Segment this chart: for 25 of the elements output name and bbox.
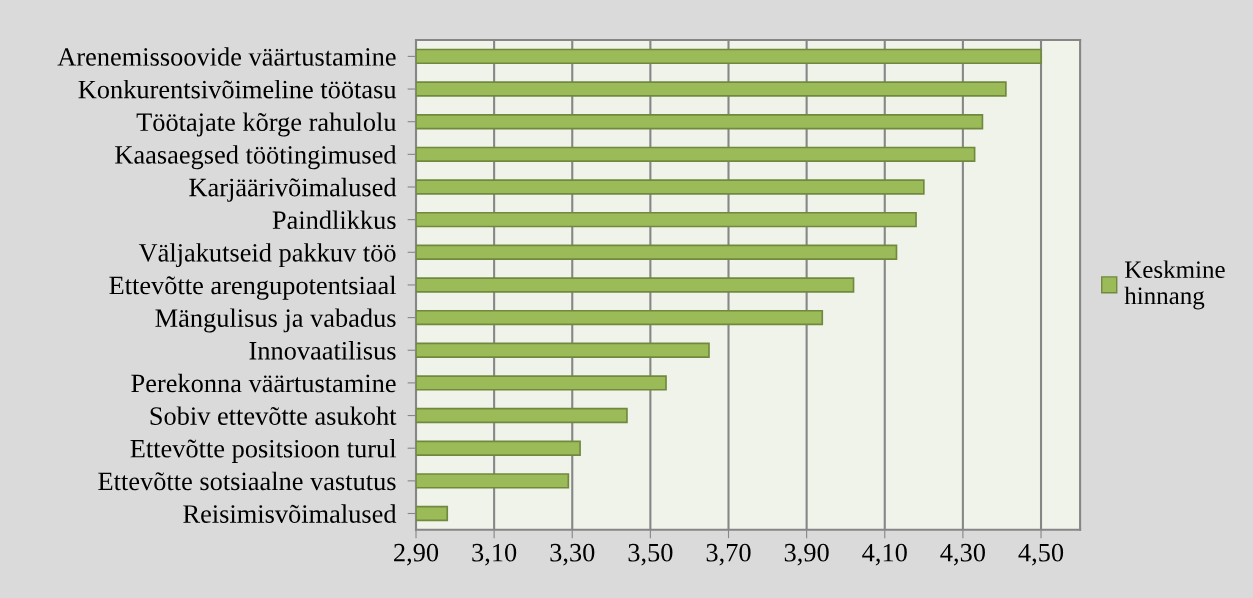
x-tick-label: 4,10: [862, 543, 907, 566]
x-tick-label: 4,30: [940, 543, 985, 566]
x-tick-label: 2,90: [394, 543, 439, 566]
x-tick-label: 3,70: [706, 543, 751, 566]
x-tick-label: 3,50: [628, 543, 673, 566]
y-tick-label: Konkurentsivõimeline töötasu: [78, 79, 397, 99]
y-tick-label: Arenemissoovide väärtustamine: [57, 47, 396, 66]
x-tick-label: 3,90: [784, 543, 829, 566]
x-tick-label: 3,30: [550, 543, 595, 566]
y-tick-label: Sobiv ettevõtte asukoht: [150, 406, 397, 425]
x-tick-label: 4,50: [1018, 543, 1064, 566]
y-tick-label: Mängulisus ja vabadus: [155, 308, 396, 333]
y-tick-label: Väljakutseid pakkuv töö: [138, 243, 396, 268]
y-tick-label: Ettevõtte sotsiaalne vastutus: [98, 471, 396, 491]
y-tick-label: Perekonna väärtustamine: [131, 373, 396, 393]
y-tick-label: Karjäärivõimalused: [189, 177, 397, 202]
y-tick-label: Ettevõtte arengupotentsiaal: [109, 275, 397, 300]
y-tick-label: Kaasaegsed töötingimused: [115, 145, 397, 170]
y-tick-label: Ettevõtte positsioon turul: [130, 439, 397, 463]
y-tick-label: Innovaatilisus: [249, 341, 396, 360]
x-tick-label: 3,10: [472, 543, 517, 566]
y-tick-label: Reisimisvõimalused: [183, 504, 397, 523]
y-tick-label: Paindlikkus: [272, 210, 396, 230]
legend-label: Keskmine hinnang: [1124, 260, 1225, 310]
y-tick-label: Töötajate kõrge rahulolu: [136, 112, 397, 137]
